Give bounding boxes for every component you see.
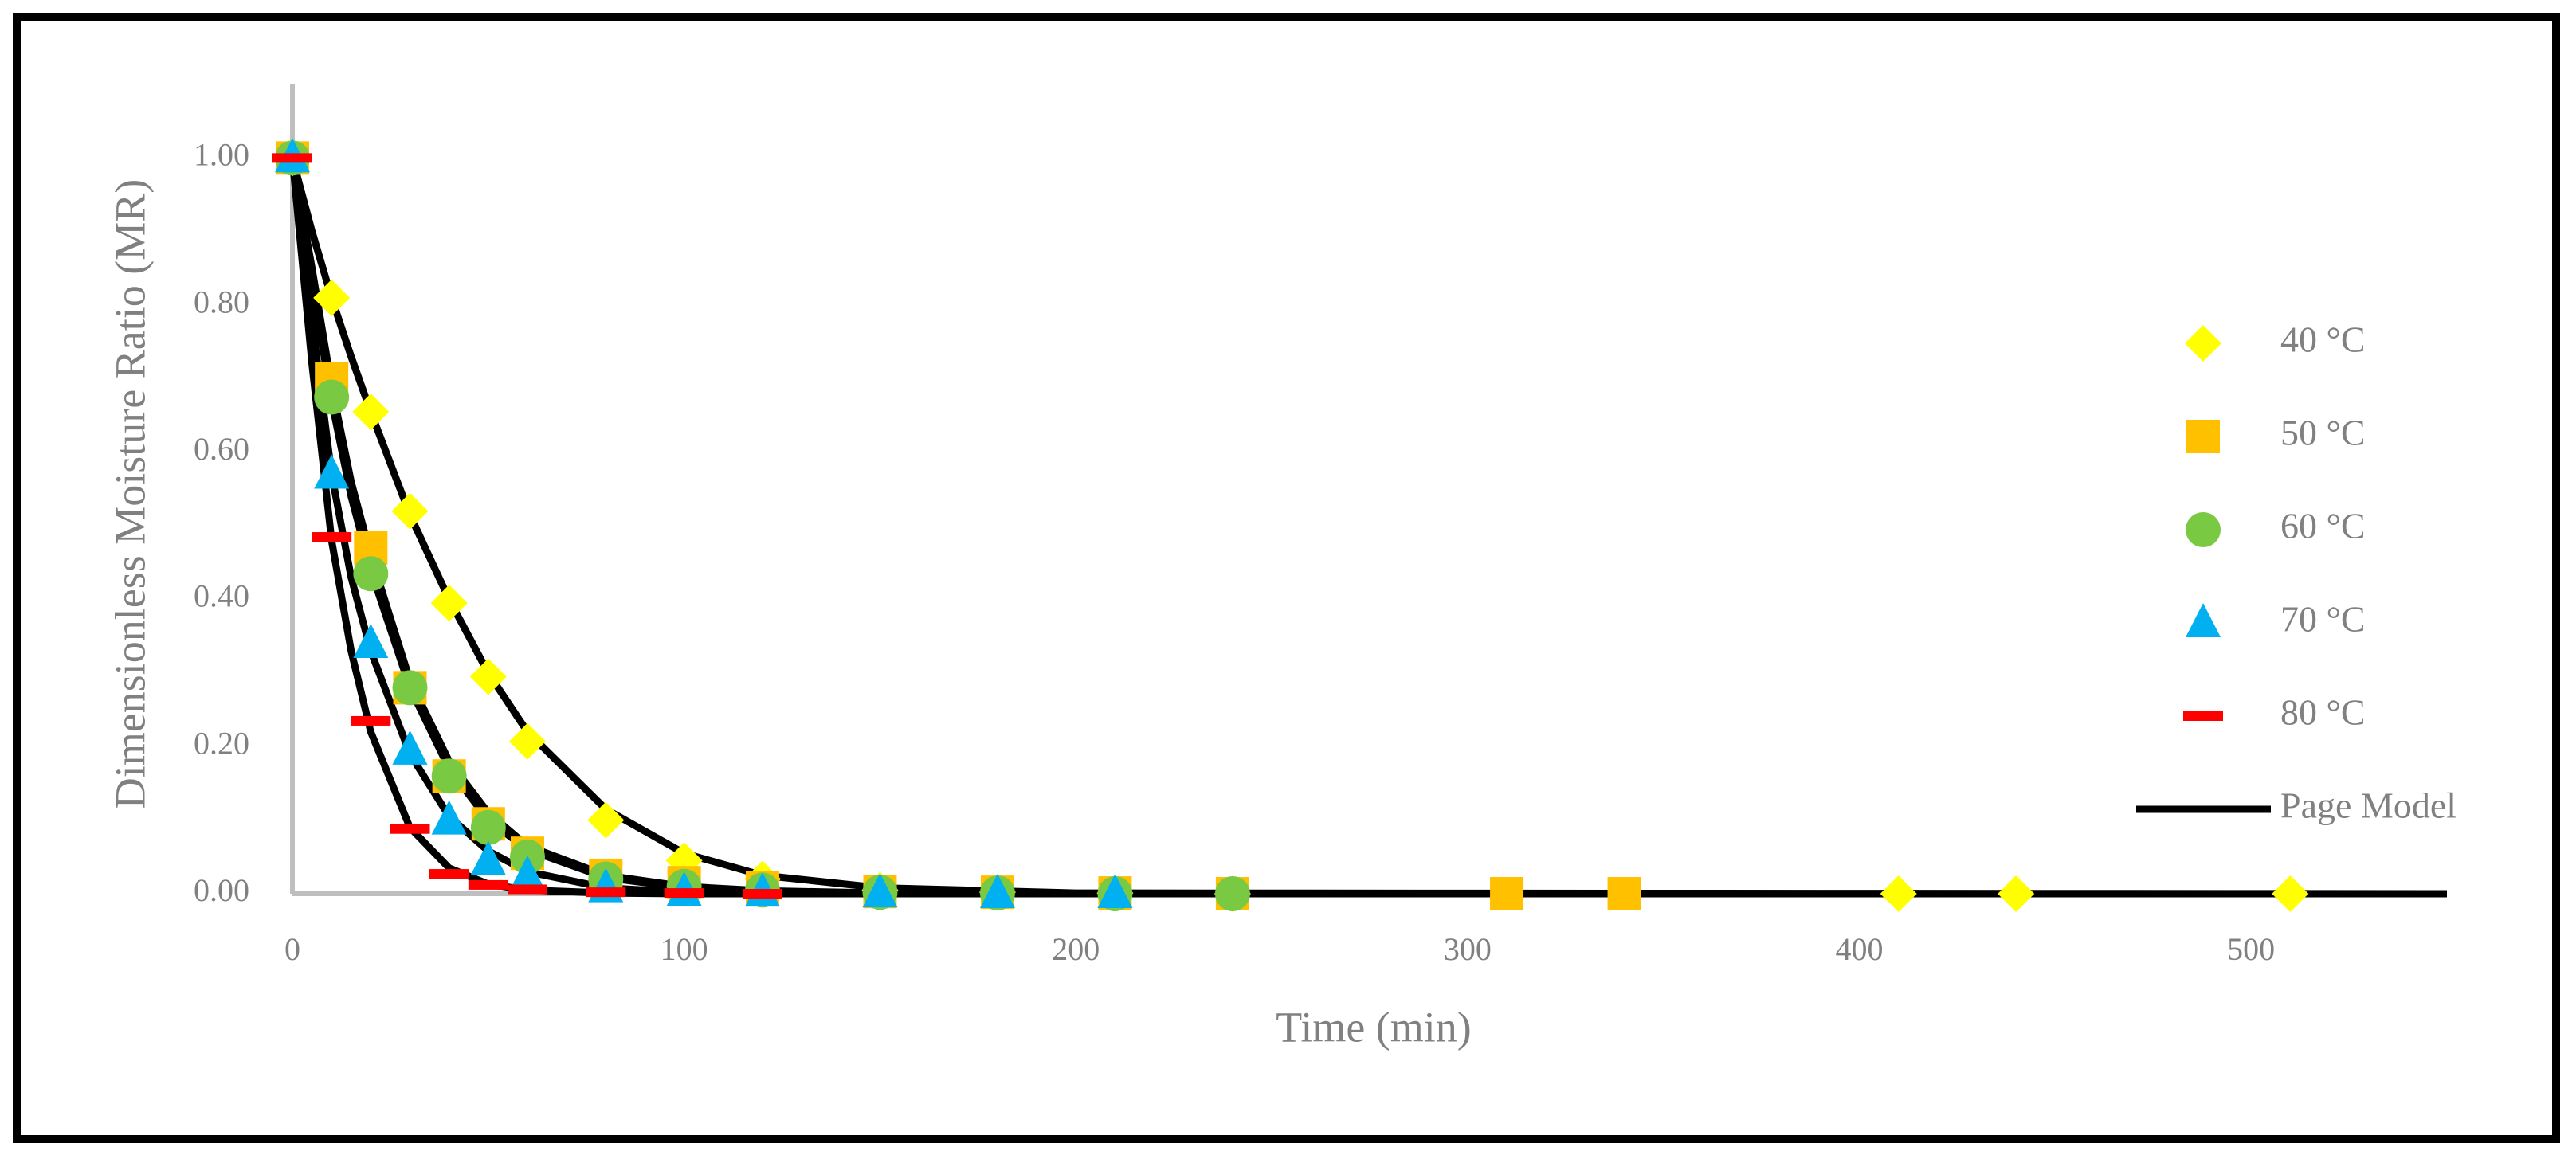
data-point [509, 855, 545, 890]
x-tick-label: 500 [2227, 931, 2275, 967]
data-point [390, 824, 430, 834]
data-point [391, 492, 429, 530]
x-tick-label: 300 [1444, 931, 1492, 967]
data-point [430, 585, 468, 622]
data-point [314, 454, 350, 489]
data-point [508, 722, 546, 760]
data-point [1607, 877, 1641, 910]
data-point [664, 888, 704, 899]
legend-label: 40 °C [2280, 319, 2366, 360]
legend-marker [2186, 420, 2220, 453]
data-point [468, 879, 508, 890]
x-tick-label: 200 [1052, 931, 1100, 967]
x-tick-label: 400 [1836, 931, 1884, 967]
legend-marker [2186, 603, 2221, 637]
data-point [352, 394, 390, 431]
legend-label: 60 °C [2280, 506, 2366, 546]
y-axis-title: Dimensionless Moisture Ratio (MR) [106, 179, 154, 809]
x-axis-title: Time (min) [1276, 1003, 1472, 1051]
data-point [507, 884, 547, 895]
y-tick-label: 0.80 [194, 284, 249, 319]
legend-marker [2185, 325, 2221, 362]
data-point [392, 670, 428, 706]
y-tick-label: 0.20 [194, 725, 249, 761]
data-point [1998, 875, 2035, 912]
data-point [353, 623, 389, 658]
legend-label: Page Model [2280, 785, 2456, 826]
y-tick-label: 0.40 [194, 578, 249, 614]
data-point [1880, 875, 1917, 912]
data-point [392, 730, 428, 765]
legend-marker [2183, 711, 2223, 721]
data-point [742, 889, 782, 899]
data-point [979, 874, 1015, 908]
legend-label: 50 °C [2280, 413, 2366, 453]
data-point [862, 873, 898, 908]
legend-label: 70 °C [2280, 599, 2366, 640]
data-point [353, 556, 389, 592]
data-point [431, 800, 467, 835]
chart-frame [13, 13, 2560, 1143]
data-point [429, 869, 469, 879]
y-tick-label: 1.00 [194, 137, 249, 173]
x-tick-label: 100 [661, 931, 708, 967]
y-tick-label: 0.60 [194, 431, 249, 467]
data-point [2272, 875, 2309, 912]
data-point [312, 532, 352, 542]
data-point [469, 658, 507, 695]
x-tick-label: 0 [284, 931, 300, 967]
data-point [586, 887, 626, 898]
data-point [470, 840, 506, 875]
data-point [272, 153, 312, 163]
data-point [351, 715, 391, 726]
data-point [1490, 877, 1524, 910]
data-point [314, 379, 350, 415]
data-point [1214, 876, 1250, 911]
data-point [470, 809, 506, 845]
data-point [587, 801, 625, 839]
legend-label: 80 °C [2280, 692, 2366, 733]
legend-marker [2186, 512, 2221, 547]
data-point [1097, 874, 1133, 908]
data-point [431, 758, 467, 794]
data-point [313, 279, 351, 316]
y-tick-label: 0.00 [194, 872, 249, 908]
